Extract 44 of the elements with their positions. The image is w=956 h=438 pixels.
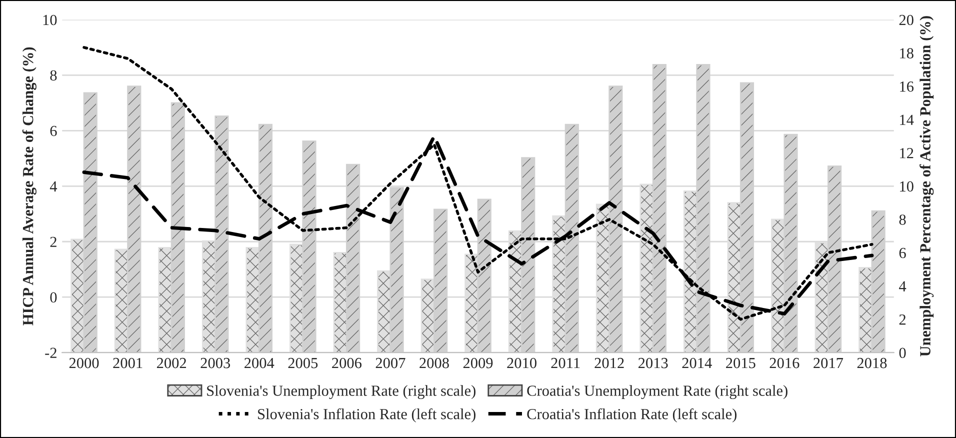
- x-tick-label: 2018: [857, 358, 887, 368]
- x-tick-label: 2011: [551, 358, 580, 368]
- x-tick-label: 2015: [726, 358, 756, 368]
- x-tick-label: 2000: [69, 358, 99, 368]
- y-tick-label: 0: [50, 292, 57, 303]
- x-tick-label: 2010: [507, 358, 536, 368]
- y-axis-title: HICP Annual Average Rate of Change (%): [22, 47, 36, 326]
- legend-label: Croatia's Unemployment Rate (right scale): [527, 385, 788, 400]
- x-tick-label: 2004: [244, 358, 274, 368]
- x-tick-label: 2009: [463, 358, 493, 368]
- y2-axis-title: Unemployment Percentage of Active Population (%): [920, 16, 934, 356]
- x-tick-label: 2005: [288, 358, 318, 368]
- x-tick-label: 2016: [770, 358, 800, 368]
- legend-label: Slovenia's Inflation Rate (left scale): [258, 408, 476, 422]
- y2-tick-label: 8: [899, 214, 906, 225]
- y-tick-label: 2: [50, 236, 56, 247]
- line-series: [82, 46, 874, 321]
- legend-label: Slovenia's Unemployment Rate (right scale): [207, 385, 476, 400]
- x-tick-label: 2001: [113, 358, 142, 368]
- y-tick-label: 4: [50, 181, 58, 192]
- x-tick-label: 2008: [420, 358, 449, 368]
- x-tick-label: 2002: [156, 358, 186, 368]
- y2-tick-label: 4: [899, 281, 906, 292]
- y-tick-label: -2: [45, 348, 56, 358]
- y2-tick-label: 14: [900, 114, 914, 125]
- legend-label: Croatia's Inflation Rate (left scale): [527, 408, 736, 422]
- x-tick-label: 2003: [200, 358, 230, 368]
- y-tick-label: 10: [43, 14, 57, 26]
- y2-tick-label: 12: [900, 148, 914, 158]
- x-tick-label: 2007: [376, 358, 406, 368]
- x-tick-label: 2014: [682, 358, 712, 368]
- y-tick-label: 6: [50, 126, 57, 136]
- y2-tick-label: 2: [899, 314, 906, 325]
- y2-tick-label: 0: [899, 348, 906, 358]
- x-tick-label: 2012: [594, 358, 624, 368]
- y2-tick-label: 16: [900, 81, 914, 92]
- x-tick-label: 2017: [814, 358, 844, 368]
- y2-tick-label: 10: [900, 181, 914, 192]
- x-tick-label: 2006: [332, 358, 362, 368]
- y2-tick-label: 18: [900, 48, 914, 58]
- y2-tick-label: 20: [899, 14, 914, 26]
- y2-tick-label: 6: [899, 248, 906, 258]
- x-tick-label: 2013: [638, 358, 668, 368]
- y-tick-label: 8: [50, 70, 57, 81]
